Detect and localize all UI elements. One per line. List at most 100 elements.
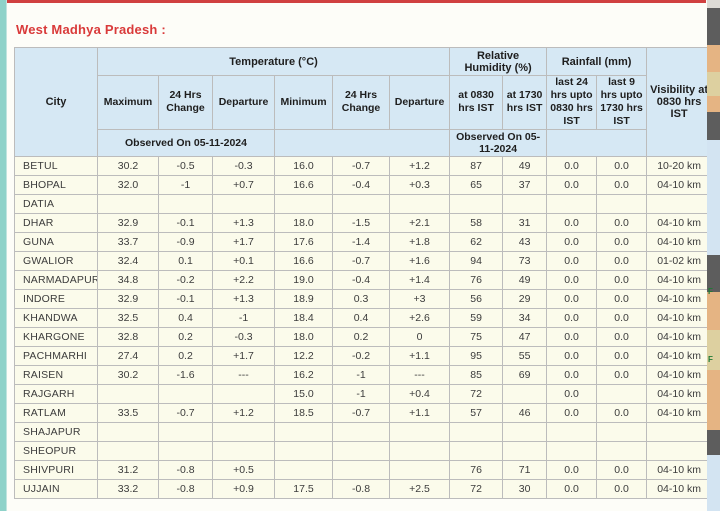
- value-cell: 0.0: [546, 288, 598, 309]
- value-cell: +0.5: [212, 459, 275, 480]
- value-cell: [596, 421, 648, 442]
- table-row: KHANDWA 32.5 0.4 -1 18.4 0.4 +2.6 59 34 …: [14, 307, 713, 328]
- value-cell: 04-10 km: [646, 459, 713, 480]
- value-cell: -1: [332, 364, 390, 385]
- value-cell: 62: [449, 231, 504, 252]
- value-cell: 0.2: [332, 326, 390, 347]
- value-cell: 0.4: [332, 307, 390, 328]
- value-cell: -0.1: [158, 212, 213, 233]
- value-cell: 16.6: [274, 174, 333, 195]
- value-cell: -0.2: [332, 345, 390, 366]
- value-cell: -0.8: [158, 478, 213, 499]
- value-cell: 0.0: [596, 174, 648, 195]
- value-cell: 65: [449, 174, 504, 195]
- city-cell: KHARGONE: [14, 326, 98, 347]
- left-accent-bar: [0, 0, 7, 511]
- value-cell: 0.0: [596, 402, 648, 423]
- page-title: West Madhya Pradesh :: [16, 22, 166, 37]
- value-cell: 18.9: [274, 288, 333, 309]
- value-cell: 0.0: [596, 250, 648, 271]
- value-cell: [388, 421, 451, 442]
- value-cell: 0.0: [596, 269, 648, 290]
- value-cell: [212, 193, 275, 214]
- subheader-minimum: Minimum: [274, 75, 333, 130]
- value-cell: [449, 193, 504, 214]
- value-cell: 04-10 km: [646, 212, 713, 233]
- value-cell: 0.1: [158, 250, 213, 271]
- observed-date-temperature: Observed On 05-11-2024: [97, 128, 275, 157]
- value-cell: +1.1: [388, 402, 451, 423]
- value-cell: 58: [449, 212, 504, 233]
- value-cell: 0.0: [596, 307, 648, 328]
- value-cell: [332, 459, 390, 480]
- subheader-rain-last9: last 9 hrs upto 1730 hrs IST: [596, 75, 648, 130]
- value-cell: 37: [502, 174, 548, 195]
- value-cell: [502, 440, 548, 461]
- value-cell: +0.1: [212, 250, 275, 271]
- value-cell: 0.0: [596, 231, 648, 252]
- city-cell: SHIVPURI: [14, 459, 98, 480]
- value-cell: 0.0: [596, 155, 648, 176]
- value-cell: -0.4: [332, 174, 390, 195]
- value-cell: -0.7: [332, 402, 390, 423]
- value-cell: 18.0: [274, 326, 333, 347]
- value-cell: [646, 193, 713, 214]
- value-cell: [332, 421, 390, 442]
- value-cell: 0.0: [546, 402, 598, 423]
- value-cell: 49: [502, 269, 548, 290]
- value-cell: 32.5: [97, 307, 159, 328]
- value-cell: -1: [332, 383, 390, 404]
- value-cell: -0.8: [158, 459, 213, 480]
- value-cell: 04-10 km: [646, 364, 713, 385]
- value-cell: +2.2: [212, 269, 275, 290]
- value-cell: 30: [502, 478, 548, 499]
- value-cell: 0.0: [546, 364, 598, 385]
- value-cell: 04-10 km: [646, 307, 713, 328]
- sliver-block: [707, 0, 720, 8]
- value-cell: [158, 193, 213, 214]
- value-cell: 0.0: [546, 478, 598, 499]
- table-row: SHAJAPUR: [14, 421, 713, 442]
- value-cell: 72: [449, 383, 504, 404]
- sliver-block: [707, 330, 720, 370]
- value-cell: 32.4: [97, 250, 159, 271]
- value-cell: 0.0: [546, 212, 598, 233]
- value-cell: [97, 383, 159, 404]
- value-cell: 0.0: [546, 231, 598, 252]
- value-cell: 0.0: [596, 345, 648, 366]
- value-cell: 31: [502, 212, 548, 233]
- value-cell: [212, 440, 275, 461]
- value-cell: 71: [502, 459, 548, 480]
- value-cell: [388, 193, 451, 214]
- value-cell: -0.3: [212, 326, 275, 347]
- subheader-maximum: Maximum: [97, 75, 159, 130]
- city-cell: SHAJAPUR: [14, 421, 98, 442]
- visibility-column-header: Visibility at 0830 hrs IST: [646, 47, 713, 157]
- value-cell: [97, 440, 159, 461]
- value-cell: 04-10 km: [646, 402, 713, 423]
- value-cell: 0.4: [158, 307, 213, 328]
- value-cell: 0.0: [596, 364, 648, 385]
- observed-empty-min-group: [273, 128, 451, 157]
- sliver-block: [707, 112, 720, 140]
- city-cell: DATIA: [14, 193, 98, 214]
- value-cell: -0.2: [158, 269, 213, 290]
- value-cell: +1.3: [212, 212, 275, 233]
- value-cell: 76: [449, 269, 504, 290]
- value-cell: 95: [449, 345, 504, 366]
- sliver-block: [707, 255, 720, 292]
- value-cell: 27.4: [97, 345, 159, 366]
- value-cell: [212, 421, 275, 442]
- value-cell: [449, 440, 504, 461]
- value-cell: [274, 421, 333, 442]
- value-cell: 0.2: [158, 345, 213, 366]
- value-cell: 12.2: [274, 345, 333, 366]
- subheader-humidity-1730: at 1730 hrs IST: [502, 75, 548, 130]
- value-cell: -0.3: [212, 155, 275, 176]
- value-cell: ---: [388, 364, 451, 385]
- value-cell: ---: [212, 364, 275, 385]
- table-row: NARMADAPURAM 34.8 -0.2 +2.2 19.0 -0.4 +1…: [14, 269, 713, 290]
- subheader-24hrs-change-max: 24 Hrs Change: [158, 75, 213, 130]
- value-cell: [97, 193, 159, 214]
- value-cell: [158, 383, 213, 404]
